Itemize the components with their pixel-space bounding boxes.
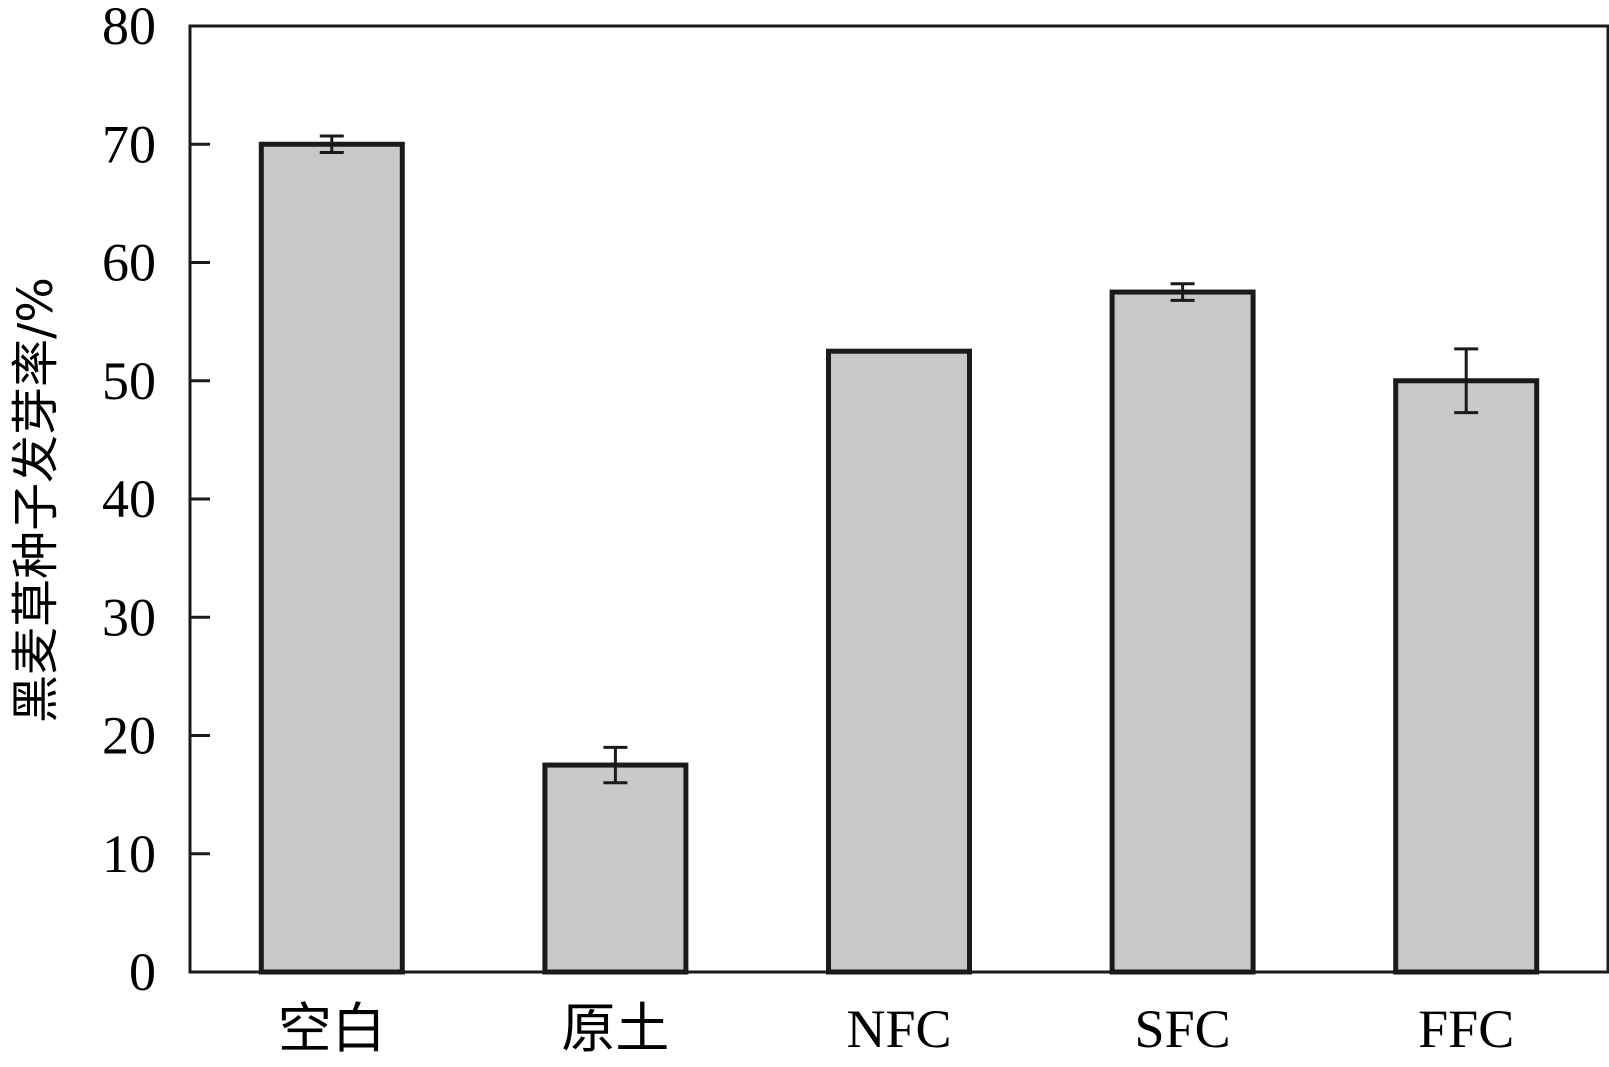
y-tick-label: 30 bbox=[102, 587, 156, 647]
bar-3 bbox=[1109, 289, 1256, 975]
bar-4 bbox=[1393, 378, 1540, 975]
y-tick-label: 40 bbox=[102, 469, 156, 529]
x-tick-label: 空白 bbox=[278, 999, 386, 1059]
y-tick-label: 60 bbox=[102, 233, 156, 293]
bars-group bbox=[258, 141, 1540, 975]
y-axis-title: 黑麦草种子发芽率/% bbox=[8, 277, 64, 723]
y-tick-label: 10 bbox=[102, 824, 156, 884]
x-tick-label: 原土 bbox=[561, 999, 669, 1059]
x-axis-labels: 空白 原土 NFC SFC FFC bbox=[278, 999, 1514, 1059]
bar-1 bbox=[542, 762, 689, 975]
y-axis-ticks: 0 10 20 30 40 50 60 70 80 bbox=[102, 0, 210, 1002]
x-tick-label: NFC bbox=[846, 999, 951, 1059]
error-bars-group bbox=[319, 134, 1479, 785]
bar-0 bbox=[258, 141, 405, 975]
x-tick-label: FFC bbox=[1418, 999, 1514, 1059]
y-tick-label: 20 bbox=[102, 706, 156, 766]
y-tick-label: 50 bbox=[102, 351, 156, 411]
y-tick-label: 80 bbox=[102, 0, 156, 56]
x-tick-label: SFC bbox=[1135, 999, 1231, 1059]
y-tick-label: 0 bbox=[129, 942, 156, 1002]
bar-2 bbox=[826, 348, 972, 975]
y-tick-label: 70 bbox=[102, 114, 156, 174]
